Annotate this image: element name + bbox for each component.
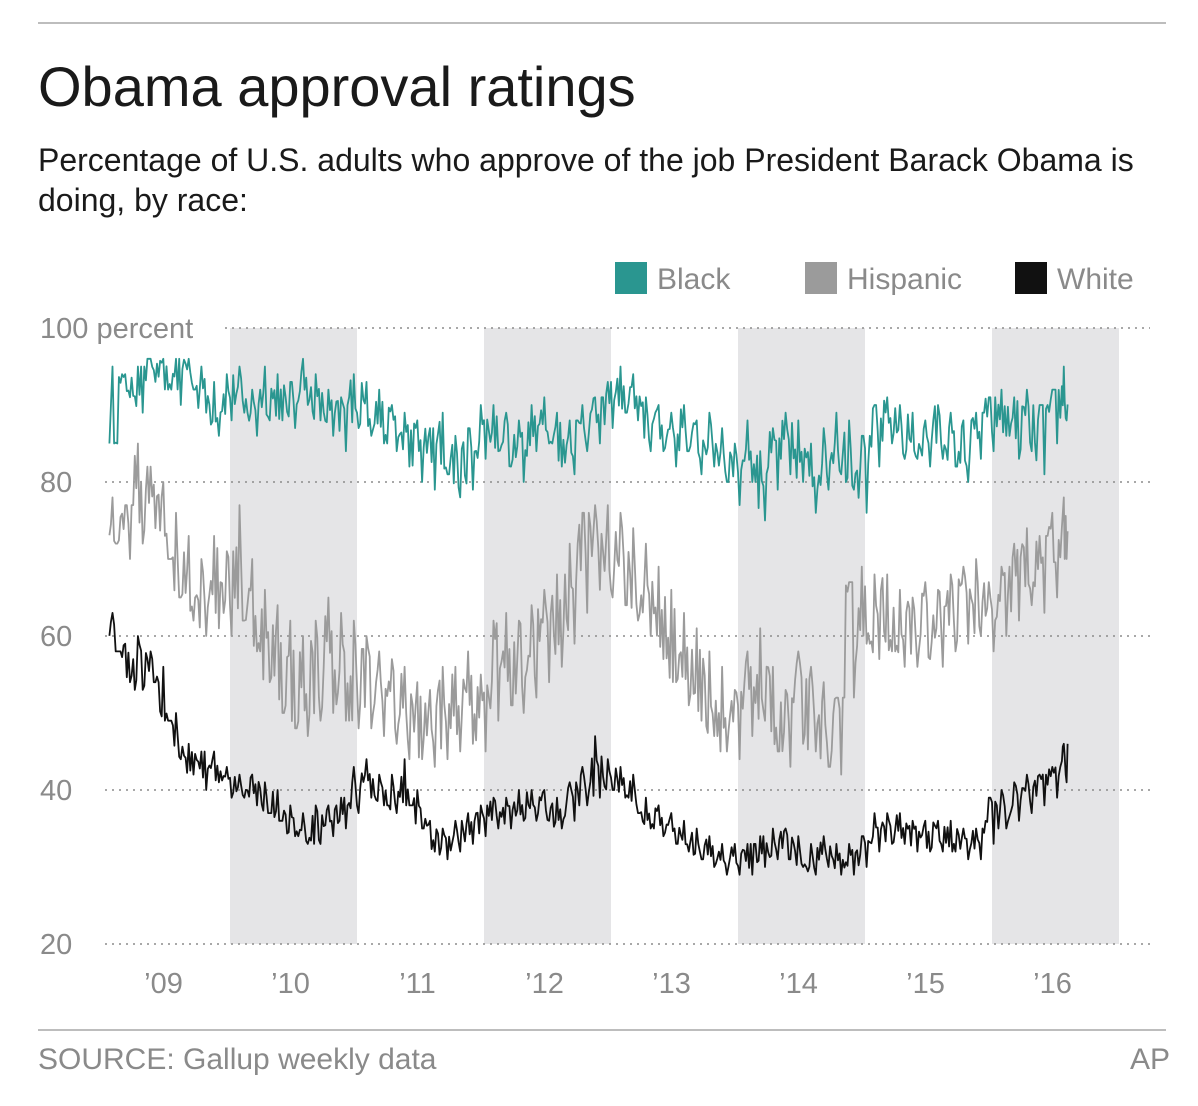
source-note: SOURCE: Gallup weekly data (38, 1043, 437, 1076)
chart-subtitle: Percentage of U.S. adults who approve of… (38, 142, 1134, 218)
top-rule (38, 22, 1166, 24)
x-axis-labels: ’09 ’10 ’11 ’12 ’13 ’14 ’15 ’16 (144, 968, 1072, 1000)
legend: Black Hispanic White (615, 262, 1134, 296)
y-tick-label: 100 percent (40, 313, 193, 345)
legend-swatch-hispanic (805, 262, 837, 294)
x-tick-label: ’11 (399, 968, 436, 1000)
legend-label-hispanic: Hispanic (847, 263, 962, 296)
y-tick-label: 20 (40, 929, 72, 961)
y-axis-labels: 100 percent 80 60 40 20 (40, 313, 193, 961)
series-line-black (108, 357, 1069, 522)
legend-label-black: Black (657, 263, 731, 296)
shade-2010 (230, 328, 357, 944)
legend-label-white: White (1057, 263, 1134, 296)
x-tick-label: ’14 (779, 968, 818, 1000)
credit-label: AP (1129, 1043, 1170, 1076)
gridlines (105, 327, 1150, 945)
y-tick-label: 40 (40, 775, 72, 807)
x-tick-label: ’15 (906, 968, 945, 1000)
chart-title: Obama approval ratings (38, 55, 636, 118)
legend-swatch-black (615, 262, 647, 294)
y-tick-label: 80 (40, 467, 72, 499)
x-tick-label: ’16 (1033, 968, 1072, 1000)
y-tick-label: 60 (40, 621, 72, 653)
series-lines (108, 357, 1069, 876)
x-tick-label: ’09 (144, 968, 183, 1000)
legend-swatch-white (1015, 262, 1047, 294)
x-tick-label: ’10 (271, 968, 310, 1000)
shade-2016 (992, 328, 1119, 944)
x-tick-label: ’13 (652, 968, 691, 1000)
x-tick-label: ’12 (525, 968, 564, 1000)
bottom-rule (38, 1029, 1166, 1031)
series-line-white (108, 612, 1069, 876)
series-line-hispanic (108, 442, 1069, 776)
